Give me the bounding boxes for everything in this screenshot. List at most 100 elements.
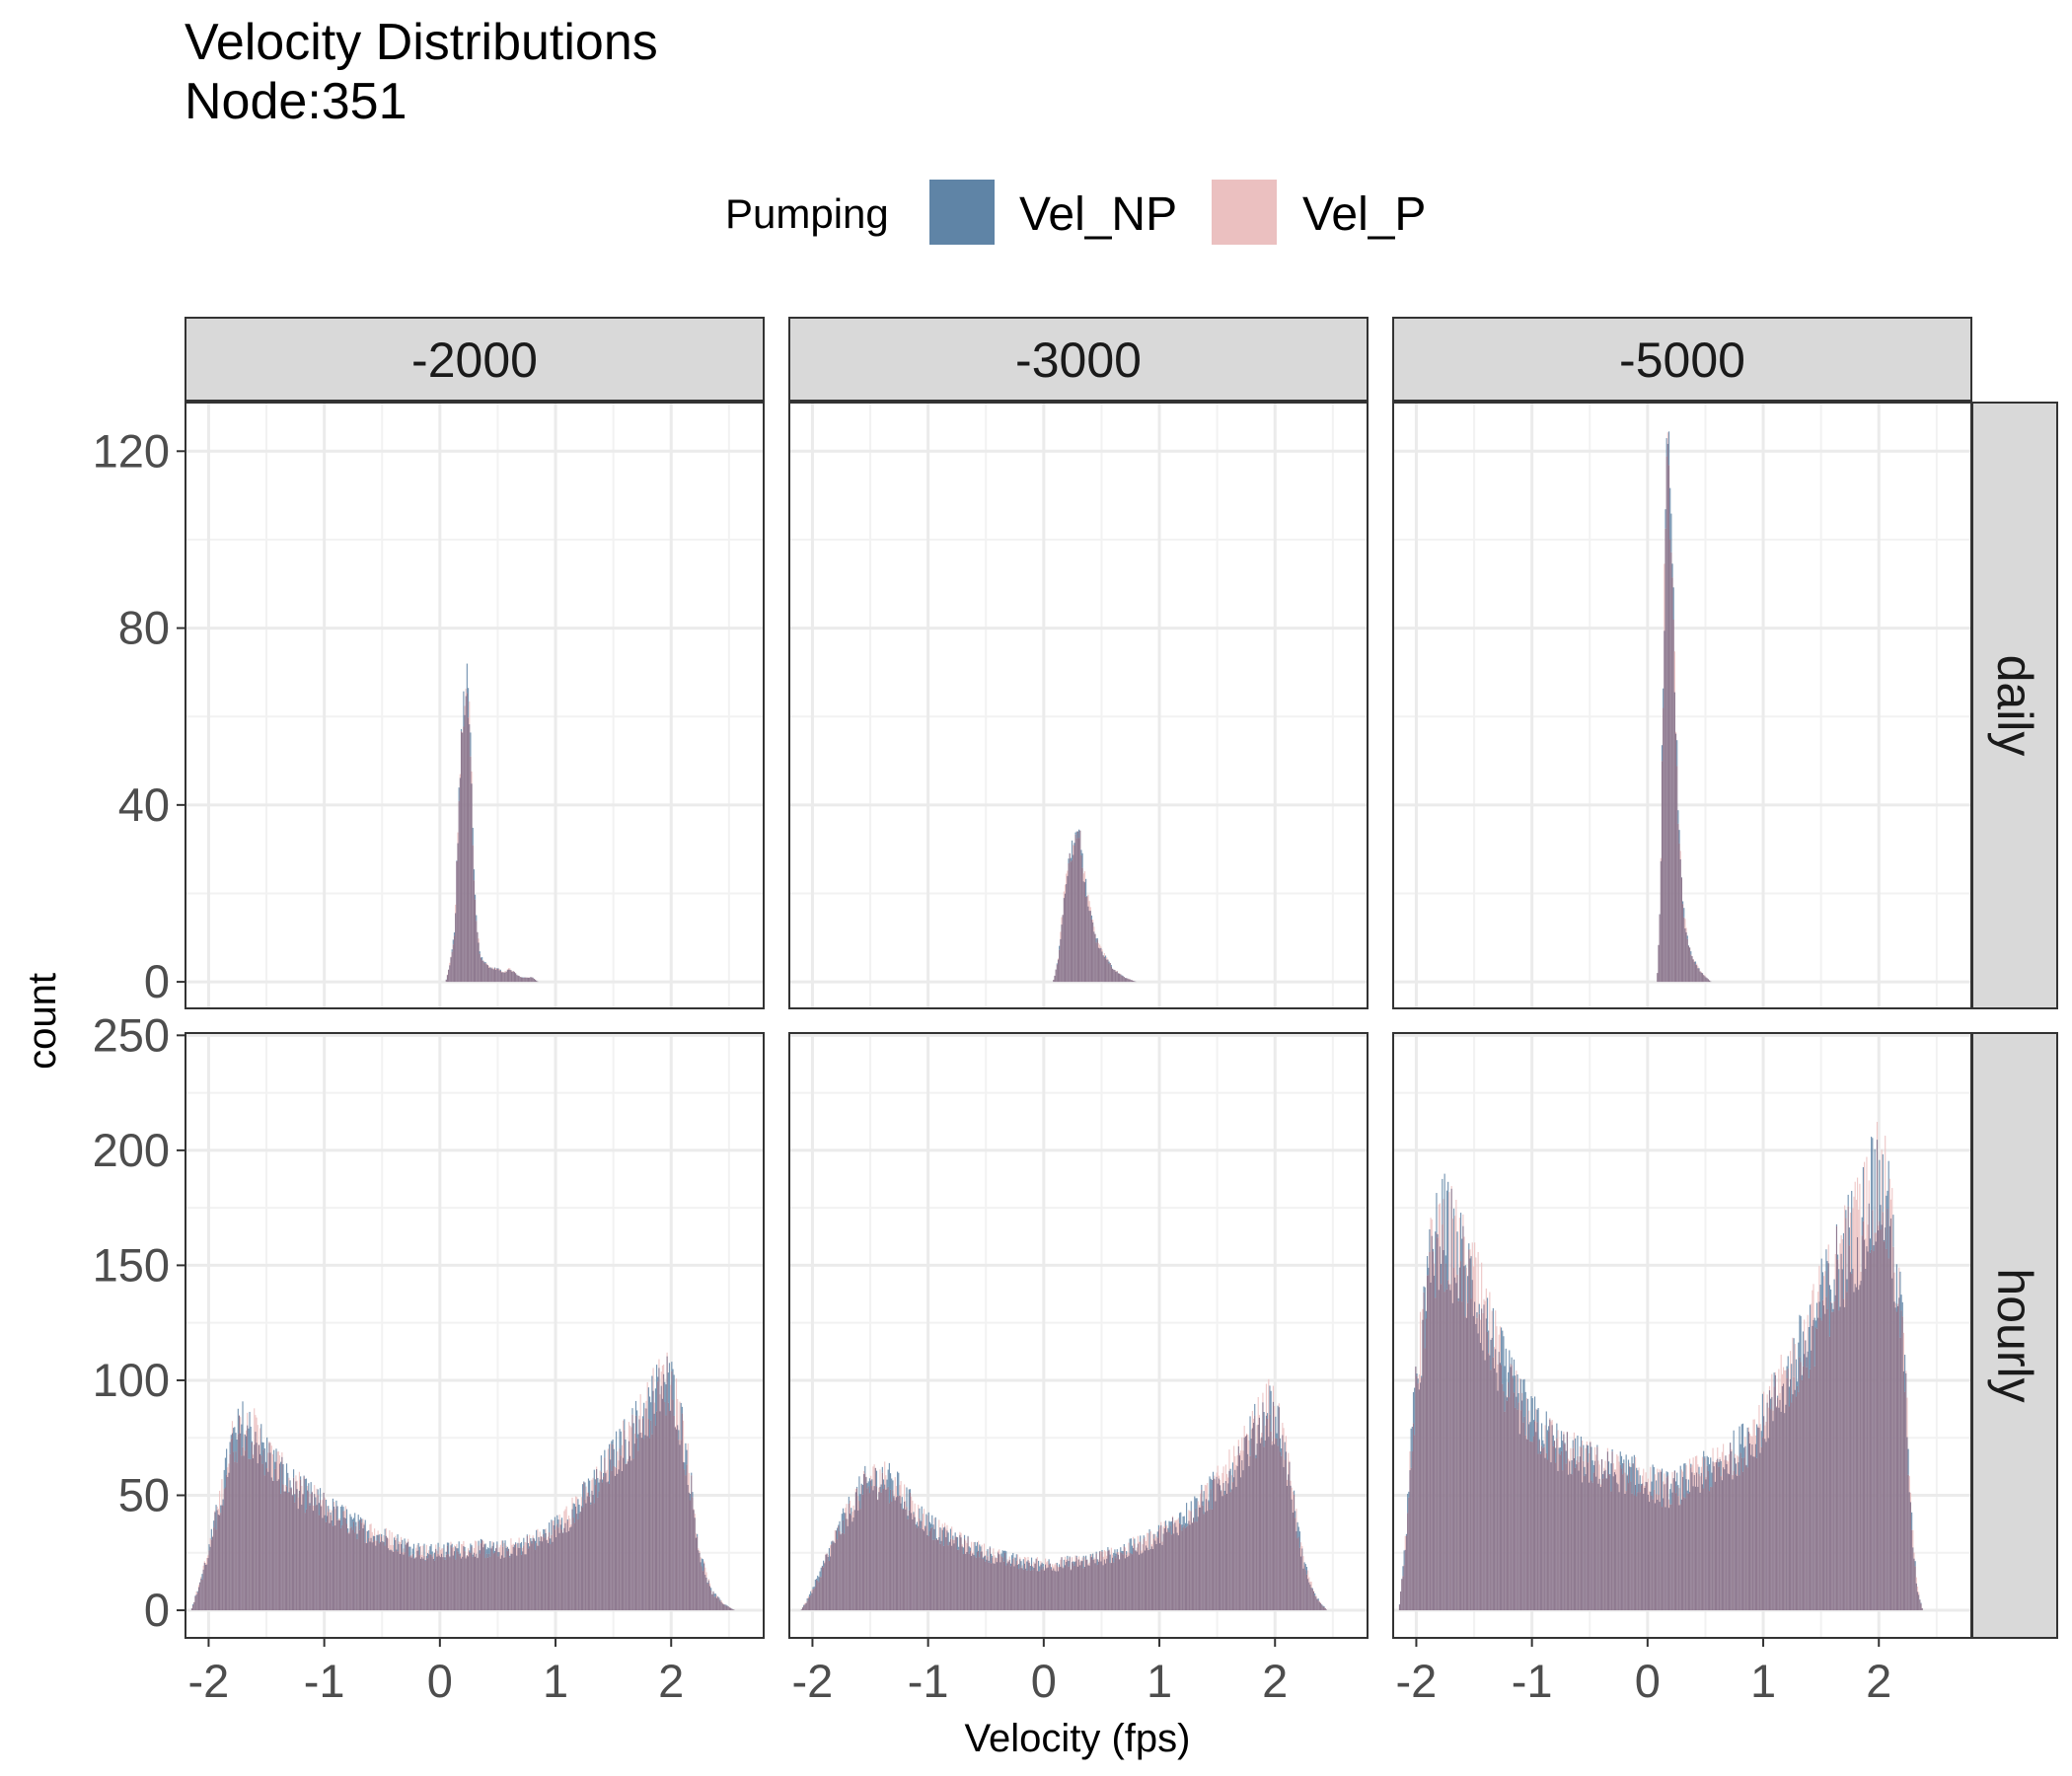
histogram-bar bbox=[565, 1532, 567, 1611]
histogram-bar bbox=[1422, 1319, 1424, 1611]
histogram-bar-excess bbox=[1289, 1460, 1291, 1462]
histogram-bar bbox=[416, 1550, 418, 1611]
histogram-bar bbox=[560, 1529, 563, 1611]
histogram-bar-excess bbox=[192, 1603, 194, 1605]
histogram-bar-excess bbox=[499, 1544, 501, 1559]
histogram-bar-excess bbox=[1918, 1591, 1920, 1595]
histogram-bar bbox=[1303, 1565, 1305, 1611]
histogram-bar-excess bbox=[1866, 1156, 1868, 1247]
histogram-bar-excess bbox=[1665, 438, 1667, 457]
histogram-bar bbox=[415, 1557, 417, 1611]
histogram-bar-excess bbox=[818, 1577, 820, 1583]
histogram-bar-excess bbox=[1869, 1238, 1872, 1253]
histogram-bar-excess bbox=[1168, 1520, 1170, 1532]
histogram-bar bbox=[1726, 1463, 1728, 1611]
histogram-bar-excess bbox=[496, 968, 498, 969]
histogram-bar bbox=[400, 1543, 403, 1611]
histogram-bar-excess bbox=[496, 1541, 498, 1545]
histogram-bar bbox=[1784, 1413, 1786, 1611]
histogram-bar-excess bbox=[1074, 832, 1076, 835]
histogram-bar-excess bbox=[1471, 1242, 1473, 1281]
histogram-bar bbox=[531, 1543, 533, 1611]
histogram-bar-excess bbox=[449, 1556, 451, 1558]
histogram-bar-excess bbox=[1425, 1310, 1427, 1319]
histogram-bar bbox=[1437, 1237, 1439, 1611]
histogram-bar bbox=[1864, 1239, 1866, 1611]
histogram-bar bbox=[1883, 1241, 1886, 1611]
histogram-bar-excess bbox=[614, 1466, 616, 1476]
histogram-bar-excess bbox=[1128, 978, 1130, 980]
histogram-bar bbox=[1169, 1525, 1171, 1611]
histogram-bar-excess bbox=[1861, 1217, 1863, 1236]
histogram-bar bbox=[1235, 1486, 1237, 1611]
histogram-bar bbox=[831, 1544, 833, 1611]
histogram-bar-excess bbox=[1459, 1213, 1462, 1262]
histogram-bar-excess bbox=[226, 1448, 228, 1475]
histogram-bar-excess bbox=[1682, 901, 1684, 905]
histogram-bar bbox=[1218, 1478, 1220, 1611]
histogram-bar-excess bbox=[1444, 1255, 1446, 1264]
histogram-bar bbox=[1914, 1566, 1916, 1611]
histogram-bar-excess bbox=[1602, 1474, 1604, 1479]
histogram-bar-excess bbox=[1786, 1366, 1788, 1379]
histogram-bar bbox=[490, 1548, 492, 1611]
histogram-bar bbox=[871, 1486, 873, 1611]
histogram-bar-excess bbox=[1666, 432, 1668, 444]
histogram-bar-excess bbox=[1712, 1447, 1714, 1462]
histogram-bar-excess bbox=[315, 1497, 317, 1506]
histogram-bar-excess bbox=[564, 1509, 566, 1523]
histogram-bar bbox=[916, 1527, 919, 1611]
histogram-bar bbox=[1093, 931, 1095, 983]
histogram-bar bbox=[1535, 1432, 1537, 1611]
histogram-bar-excess bbox=[1710, 1457, 1712, 1487]
histogram-bar bbox=[315, 1505, 317, 1611]
histogram-bar bbox=[591, 1490, 593, 1611]
histogram-bar-excess bbox=[1161, 1541, 1163, 1545]
histogram-bar bbox=[905, 1509, 907, 1611]
histogram-bar bbox=[1697, 968, 1699, 983]
histogram-bar-excess bbox=[1314, 1593, 1316, 1596]
histogram-bar-excess bbox=[1607, 1461, 1610, 1475]
histogram-bar bbox=[458, 800, 460, 983]
histogram-bar bbox=[1142, 1552, 1144, 1611]
histogram-bar bbox=[530, 1541, 532, 1611]
histogram-bar bbox=[1701, 973, 1704, 983]
histogram-bar-excess bbox=[694, 1514, 696, 1518]
histogram-bar bbox=[1085, 896, 1087, 983]
histogram-bar bbox=[1813, 1366, 1815, 1611]
histogram-bar bbox=[1279, 1451, 1282, 1611]
histogram-bar bbox=[1302, 1568, 1304, 1611]
histogram-bar bbox=[1008, 1559, 1010, 1611]
histogram-bar-excess bbox=[974, 1541, 976, 1557]
histogram-bar bbox=[1191, 1522, 1194, 1611]
histogram-bar bbox=[859, 1509, 861, 1611]
histogram-bar bbox=[1613, 1472, 1616, 1611]
histogram-bar bbox=[209, 1546, 211, 1611]
histogram-bar-excess bbox=[951, 1526, 953, 1546]
histogram-bar-excess bbox=[456, 1543, 458, 1549]
histogram-bar-excess bbox=[990, 1553, 993, 1564]
histogram-bar bbox=[1809, 1369, 1812, 1611]
histogram-bar bbox=[728, 1607, 731, 1611]
histogram-bar-excess bbox=[1048, 1559, 1050, 1565]
histogram-bar bbox=[1439, 1246, 1442, 1611]
histogram-bar bbox=[1891, 1278, 1893, 1611]
histogram-bar-excess bbox=[1442, 1178, 1443, 1225]
histogram-bar bbox=[659, 1411, 661, 1611]
histogram-bar-excess bbox=[1227, 1477, 1229, 1484]
histogram-bar bbox=[449, 1557, 451, 1611]
histogram-bar bbox=[1876, 1140, 1879, 1611]
histogram-bar bbox=[1698, 1473, 1700, 1611]
histogram-bar bbox=[1174, 1522, 1176, 1611]
histogram-bar bbox=[481, 960, 483, 983]
histogram-bar-excess bbox=[1813, 1317, 1815, 1367]
histogram-bar bbox=[993, 1563, 995, 1611]
histogram-bar-excess bbox=[352, 1517, 355, 1522]
histogram-bar bbox=[1405, 1535, 1408, 1611]
histogram-bar bbox=[224, 1487, 227, 1611]
panel-daily--3000 bbox=[788, 402, 1369, 1009]
histogram-bar bbox=[925, 1525, 927, 1611]
histogram-bar bbox=[630, 1460, 632, 1611]
histogram-bar-excess bbox=[638, 1415, 640, 1420]
histogram-bar bbox=[492, 969, 494, 983]
